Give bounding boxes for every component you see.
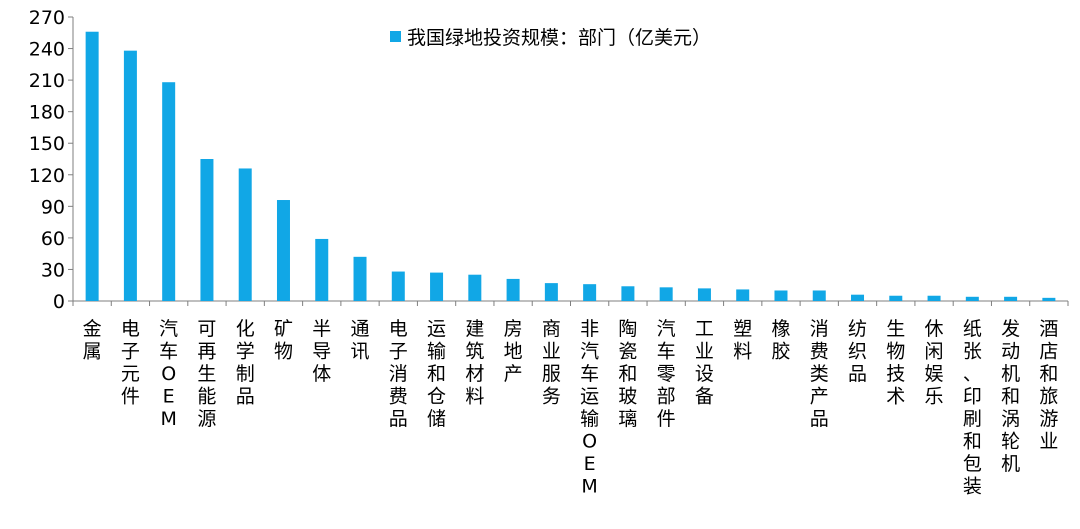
x-tick-label: 纺织品: [848, 318, 867, 385]
bar: [1042, 297, 1056, 301]
x-tick-label: 橡胶: [771, 318, 790, 363]
x-tick-label: 建筑材料: [465, 318, 484, 408]
bar: [812, 290, 826, 301]
x-tick-label: 可再生能源: [197, 318, 216, 430]
x-tick-label: 通讯: [351, 318, 370, 363]
bar: [927, 295, 941, 301]
y-tick-label: 60: [41, 228, 65, 250]
x-tick-label: 半导体: [312, 318, 331, 385]
bar: [123, 50, 137, 302]
bar: [736, 289, 750, 301]
x-tick-label: 生物技术: [886, 318, 905, 408]
x-tick-label: 房地产: [504, 318, 523, 385]
y-tick-label: 210: [29, 70, 65, 92]
x-tick-label: 发动机和涡轮机: [1001, 318, 1020, 475]
x-tick-label: 纸张、印刷和包装: [963, 318, 982, 498]
x-tick-label: 酒店和旅游业: [1039, 318, 1058, 453]
x-tick-label: 汽车 O E M: [159, 318, 178, 430]
axes: [72, 17, 1069, 306]
x-tick-label: 塑料: [733, 318, 752, 363]
bar: [276, 200, 290, 301]
x-tick-label: 消费类产品: [810, 318, 829, 430]
y-tick-label: 0: [53, 291, 65, 313]
x-tick-label: 运输和仓储: [427, 318, 446, 430]
bar: [1004, 296, 1018, 301]
x-tick-label: 矿物: [274, 318, 293, 363]
x-tick-label: 化学制品: [236, 318, 255, 408]
bar: [238, 168, 252, 301]
y-tick-label: 180: [29, 102, 65, 124]
bar: [583, 284, 597, 301]
bar: [200, 159, 214, 301]
y-tick-label: 150: [29, 133, 65, 155]
x-tick-label: 汽车零部件: [657, 318, 676, 430]
y-tick-label: 120: [29, 165, 65, 187]
bar: [659, 287, 673, 301]
x-tick-label: 电子消费品: [389, 318, 408, 430]
x-tick-label: 商业服务: [542, 318, 561, 408]
x-tick-label: 电子元件: [121, 318, 140, 408]
legend: 我国绿地投资规模：部门（亿美元）: [390, 27, 711, 49]
bar: [162, 82, 176, 301]
legend-label: 我国绿地投资规模：部门（亿美元）: [407, 27, 711, 49]
bar: [544, 283, 558, 301]
y-tick-label: 30: [41, 259, 65, 281]
x-tick-label: 陶瓷和玻璃: [618, 318, 637, 430]
x-tick-label: 金属: [83, 318, 102, 363]
y-axis-ticks: 0 30 60 90 120 150 180 210 240 270: [29, 7, 73, 313]
bar: [391, 271, 405, 301]
bar: [697, 288, 711, 301]
x-tick-label: 非汽车运输 O E M: [580, 318, 599, 498]
bar: [315, 238, 329, 301]
bar: [889, 295, 903, 301]
bar: [468, 274, 482, 301]
bars: [85, 31, 1056, 302]
legend-swatch: [390, 31, 401, 42]
bar: [965, 296, 979, 301]
bar: [85, 31, 99, 302]
bar: [430, 272, 444, 301]
x-tick-label: 休闲娱乐: [925, 318, 944, 408]
bar: [774, 290, 788, 301]
x-tick-label: 工业设备: [695, 318, 714, 408]
bar: [506, 278, 520, 301]
bar: [621, 286, 635, 301]
y-tick-label: 90: [41, 196, 65, 218]
y-tick-label: 240: [29, 39, 65, 61]
y-tick-label: 270: [29, 7, 65, 29]
bar: [353, 256, 367, 301]
bar: [851, 294, 865, 301]
